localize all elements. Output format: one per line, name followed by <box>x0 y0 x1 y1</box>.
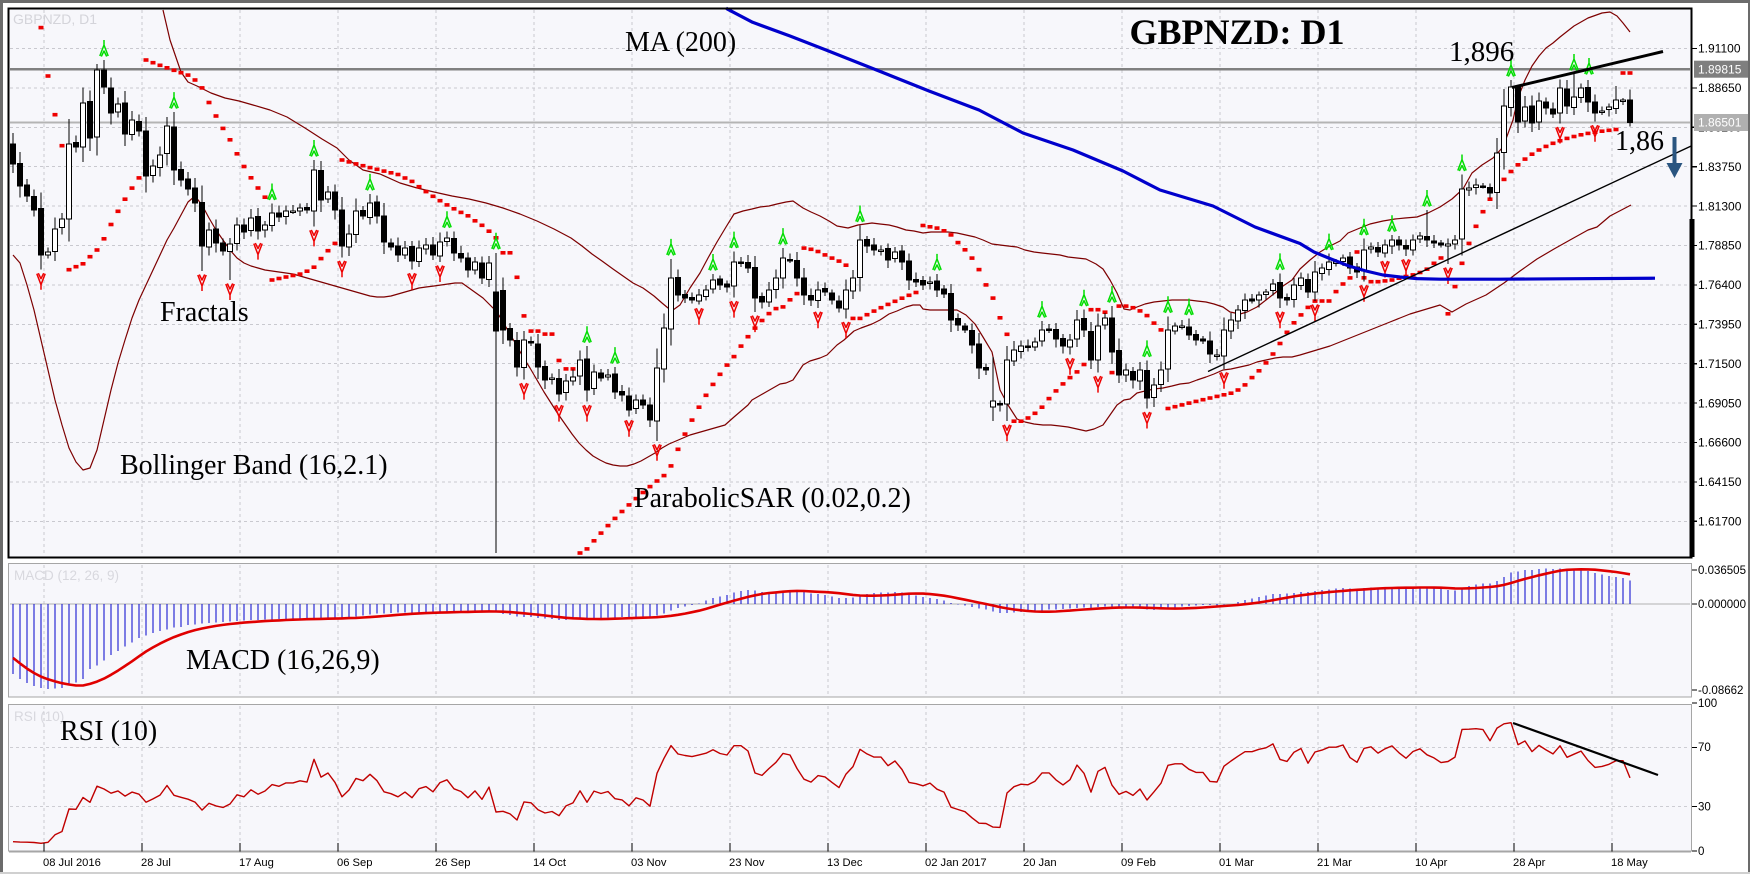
svg-text:1,86: 1,86 <box>1615 126 1664 157</box>
svg-text:08 Jul 2016: 08 Jul 2016 <box>43 857 101 869</box>
svg-text:23 Nov: 23 Nov <box>729 857 765 869</box>
svg-text:26 Sep: 26 Sep <box>435 857 470 869</box>
svg-text:1.61700: 1.61700 <box>1698 515 1742 529</box>
svg-text:MACD (16,26,9): MACD (16,26,9) <box>186 645 380 676</box>
svg-text:1.69050: 1.69050 <box>1698 396 1742 410</box>
svg-text:Fractals: Fractals <box>160 297 249 328</box>
svg-text:13 Dec: 13 Dec <box>827 857 863 869</box>
svg-text:0.036505: 0.036505 <box>1698 565 1746 577</box>
svg-text:03 Nov: 03 Nov <box>631 857 667 869</box>
svg-text:02 Jan 2017: 02 Jan 2017 <box>925 857 987 869</box>
svg-text:1,896: 1,896 <box>1449 36 1514 68</box>
svg-text:RSI (10): RSI (10) <box>60 716 157 747</box>
svg-text:28 Jul: 28 Jul <box>141 857 171 869</box>
svg-text:70: 70 <box>1698 742 1711 754</box>
svg-text:06 Sep: 06 Sep <box>337 857 372 869</box>
svg-text:100: 100 <box>1698 698 1717 710</box>
svg-text:20 Jan: 20 Jan <box>1023 857 1057 869</box>
svg-text:1.81300: 1.81300 <box>1698 199 1742 213</box>
svg-text:1.88650: 1.88650 <box>1698 81 1742 95</box>
svg-text:1.86501: 1.86501 <box>1698 116 1742 130</box>
svg-text:0: 0 <box>1698 846 1704 858</box>
svg-text:MACD (12, 26, 9): MACD (12, 26, 9) <box>14 568 119 583</box>
svg-text:MA (200): MA (200) <box>625 27 736 58</box>
svg-text:Bollinger Band (16,2.1): Bollinger Band (16,2.1) <box>120 450 388 481</box>
svg-text:10 Apr: 10 Apr <box>1415 857 1448 869</box>
svg-text:18 May: 18 May <box>1611 857 1648 869</box>
svg-text:09 Feb: 09 Feb <box>1121 857 1156 869</box>
svg-text:28 Apr: 28 Apr <box>1513 857 1546 869</box>
svg-text:1.66600: 1.66600 <box>1698 436 1742 450</box>
svg-text:-0.08662: -0.08662 <box>1698 685 1743 697</box>
svg-text:1.71500: 1.71500 <box>1698 357 1742 371</box>
svg-text:14 Oct: 14 Oct <box>533 857 567 869</box>
svg-text:21 Mar: 21 Mar <box>1317 857 1352 869</box>
svg-text:ParabolicSAR (0.02,0.2): ParabolicSAR (0.02,0.2) <box>634 483 911 514</box>
svg-text:17 Aug: 17 Aug <box>239 857 274 869</box>
svg-text:RSI (10): RSI (10) <box>14 709 64 724</box>
svg-text:1.78850: 1.78850 <box>1698 239 1742 253</box>
svg-text:GBPNZD: D1: GBPNZD: D1 <box>1130 12 1345 52</box>
svg-text:01 Mar: 01 Mar <box>1219 857 1254 869</box>
svg-text:1.91100: 1.91100 <box>1698 42 1741 56</box>
svg-text:1.89815: 1.89815 <box>1698 62 1742 76</box>
svg-text:1.64150: 1.64150 <box>1698 475 1742 489</box>
svg-text:1.83750: 1.83750 <box>1698 160 1742 174</box>
svg-text:1.73950: 1.73950 <box>1698 318 1742 332</box>
svg-text:30: 30 <box>1698 801 1711 813</box>
svg-text:GBPNZD, D1: GBPNZD, D1 <box>13 11 97 27</box>
svg-text:1.76400: 1.76400 <box>1698 278 1742 292</box>
svg-text:0.000000: 0.000000 <box>1698 599 1746 611</box>
